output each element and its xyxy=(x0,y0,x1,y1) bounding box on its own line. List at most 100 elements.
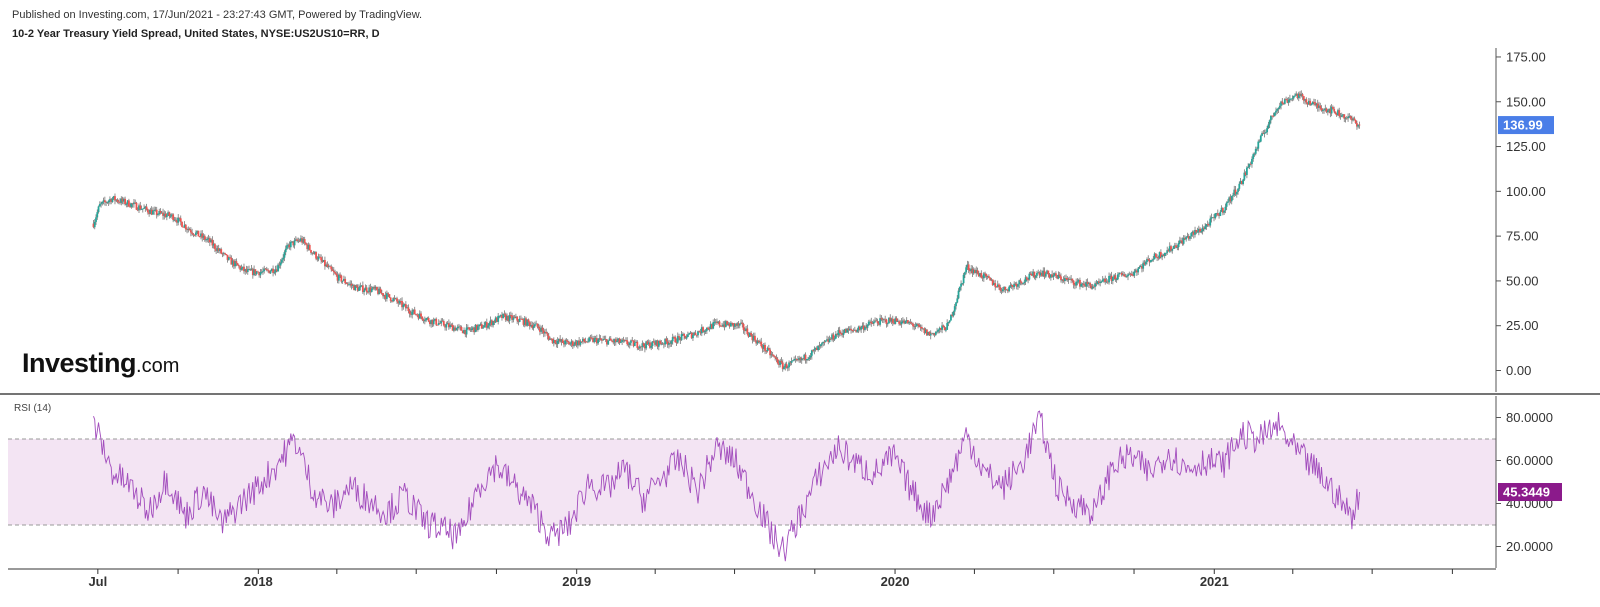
candle-body xyxy=(1049,274,1052,278)
candle-body xyxy=(243,266,245,272)
candle-body xyxy=(851,329,854,331)
candle-body xyxy=(144,206,147,209)
candle-body xyxy=(779,360,782,365)
candle-body xyxy=(755,340,758,344)
candle-body xyxy=(460,327,463,331)
candle-body xyxy=(222,253,225,254)
rsi-axis-label: 60.0000 xyxy=(1506,453,1553,468)
candle-body xyxy=(334,272,336,274)
candle-body xyxy=(192,233,195,235)
candle-body xyxy=(616,340,618,342)
candle-body xyxy=(951,314,954,316)
candle-body xyxy=(565,340,568,341)
candle-body xyxy=(621,339,624,342)
candle-body xyxy=(1338,110,1341,116)
candle-body xyxy=(1128,273,1131,275)
candle-body xyxy=(150,209,153,215)
candle-body xyxy=(943,326,946,331)
candle-body xyxy=(1251,158,1253,165)
candle-body xyxy=(741,322,744,324)
candle-body xyxy=(200,233,202,237)
candle-body xyxy=(392,298,395,302)
candle-body xyxy=(1168,246,1171,252)
candle-body xyxy=(358,287,360,291)
candle-body xyxy=(912,323,914,327)
candle-body xyxy=(1111,276,1114,281)
candle-body xyxy=(853,329,856,331)
candle-body xyxy=(473,327,476,333)
candle-body xyxy=(318,256,321,258)
candle-body xyxy=(649,342,651,348)
candle-body xyxy=(995,286,998,288)
candle-body xyxy=(1134,270,1137,272)
candle-body xyxy=(1046,270,1048,274)
candle-body xyxy=(1092,286,1095,288)
candle-body xyxy=(627,344,630,345)
candle-body xyxy=(1024,277,1027,282)
candle-body xyxy=(388,294,391,298)
candle-body xyxy=(1043,270,1046,277)
candle-body xyxy=(1253,153,1256,155)
candle-body xyxy=(1027,279,1029,281)
candle-body xyxy=(230,257,233,265)
candle-body xyxy=(355,285,358,287)
candle-body xyxy=(525,318,527,326)
axes: 175.00 150.00 125.00 100.00 75.00 50.00 25.00 0… xyxy=(0,48,1600,589)
candle-body xyxy=(1008,286,1011,292)
candle-body xyxy=(732,323,735,327)
candle-body xyxy=(1208,224,1210,226)
candle-body xyxy=(570,341,573,344)
candle-body xyxy=(157,214,159,216)
candle-body xyxy=(655,340,658,345)
candle-body xyxy=(969,269,971,272)
candle-body xyxy=(134,202,137,204)
candle-body xyxy=(766,347,769,352)
candle-body xyxy=(759,341,761,343)
candle-body xyxy=(369,287,372,292)
candle-body xyxy=(421,316,424,320)
candle-body xyxy=(322,260,325,262)
candle-body xyxy=(96,212,99,218)
candle-body xyxy=(1237,188,1239,192)
candle-body xyxy=(263,268,266,272)
candle-body xyxy=(790,361,793,363)
candle-body xyxy=(861,325,864,328)
candle-body xyxy=(956,298,959,303)
candle-body xyxy=(130,203,133,207)
candle-body xyxy=(184,224,187,230)
candle-body xyxy=(373,286,376,289)
candle-body xyxy=(1320,108,1323,111)
candle-body xyxy=(201,233,204,238)
candle-body xyxy=(1314,102,1317,106)
candle-body xyxy=(613,339,616,343)
candle-body xyxy=(846,328,849,333)
candle-body xyxy=(412,309,415,312)
candle-body xyxy=(152,210,154,215)
candle-body xyxy=(367,291,369,293)
candle-body xyxy=(1004,286,1007,291)
candle-body xyxy=(1175,245,1177,248)
candle-body xyxy=(205,239,207,241)
candle-body xyxy=(456,326,459,329)
candle-body xyxy=(847,328,850,331)
candle-body xyxy=(1101,279,1104,282)
candle-body xyxy=(876,321,879,324)
candle-body xyxy=(942,325,945,327)
candle-body xyxy=(963,272,966,275)
candle-body xyxy=(955,302,957,307)
candle-body xyxy=(594,338,597,339)
candle-body xyxy=(557,338,560,341)
candle-body xyxy=(1098,281,1100,283)
candle-body xyxy=(1182,237,1185,244)
candle-body xyxy=(822,341,825,344)
candle-body xyxy=(1070,278,1073,280)
candle-body xyxy=(845,329,847,333)
candle-body xyxy=(248,269,250,270)
candle-body xyxy=(827,339,830,342)
candle-body xyxy=(471,327,474,329)
candle-body xyxy=(98,204,101,207)
candle-body xyxy=(1178,240,1181,244)
candle-body xyxy=(389,297,392,301)
candle-body xyxy=(899,323,902,325)
candle-body xyxy=(660,343,663,345)
